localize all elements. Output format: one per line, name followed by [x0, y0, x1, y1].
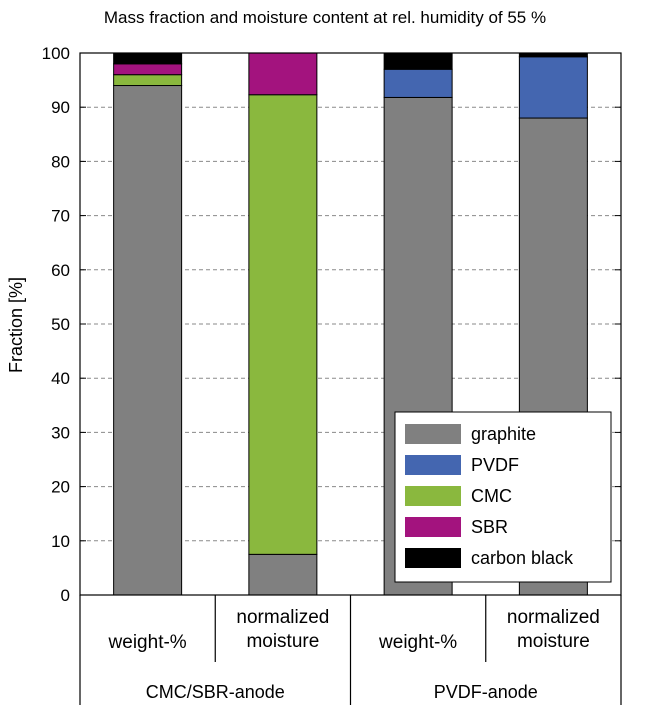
y-tick-label: 70 — [51, 207, 70, 226]
y-tick-label: 40 — [51, 369, 70, 388]
legend-swatch-SBR — [405, 517, 461, 537]
y-tick-label: 100 — [42, 44, 70, 63]
bar-segment-SBR — [113, 63, 183, 76]
chart-title: Mass fraction and moisture content at re… — [104, 8, 546, 27]
bar-segment-SBR — [248, 52, 318, 96]
category-label: normalized — [236, 607, 329, 628]
bar-segment-graphite — [248, 553, 318, 596]
bar-segment-graphite — [113, 85, 183, 596]
category-label: moisture — [246, 631, 319, 652]
category-label: weight-% — [378, 632, 457, 653]
y-tick-label: 60 — [51, 261, 70, 280]
y-tick-label: 30 — [51, 423, 70, 442]
legend-label: CMC — [471, 486, 512, 506]
legend-label: graphite — [471, 424, 536, 444]
bar-segment-PVDF — [518, 56, 588, 119]
y-tick-label: 20 — [51, 478, 70, 497]
y-tick-label: 50 — [51, 315, 70, 334]
bar-segment-CMC — [113, 74, 183, 87]
category-label: weight-% — [108, 632, 187, 653]
legend-label: PVDF — [471, 455, 519, 475]
group-label: PVDF-anode — [434, 682, 538, 702]
x-categories: weight-% normalized moisture weight-% normal… — [108, 607, 600, 702]
legend-label: SBR — [471, 517, 508, 537]
bar-segment-CMC — [248, 94, 318, 555]
y-ticks: 0 10 20 30 40 50 60 70 80 90 100 — [42, 44, 621, 605]
bar-segment-carbon-black — [113, 52, 183, 65]
y-tick-label: 80 — [51, 152, 70, 171]
legend-swatch-PVDF — [405, 455, 461, 475]
legend-swatch-graphite — [405, 424, 461, 444]
y-tick-label: 90 — [51, 98, 70, 117]
group-label: CMC/SBR-anode — [146, 682, 285, 702]
legend-label: carbon black — [471, 548, 574, 568]
category-label: moisture — [517, 631, 590, 652]
bar-segment-PVDF — [383, 68, 453, 98]
y-tick-label: 10 — [51, 532, 70, 551]
y-tick-label: 0 — [61, 586, 70, 605]
legend-swatch-carbon-black — [405, 548, 461, 568]
bar-segment-carbon-black — [383, 52, 453, 70]
category-label: normalized — [507, 607, 600, 628]
legend: graphite PVDF CMC SBR carbon black — [394, 411, 612, 583]
y-axis-label: Fraction [%] — [6, 277, 26, 373]
legend-swatch-CMC — [405, 486, 461, 506]
